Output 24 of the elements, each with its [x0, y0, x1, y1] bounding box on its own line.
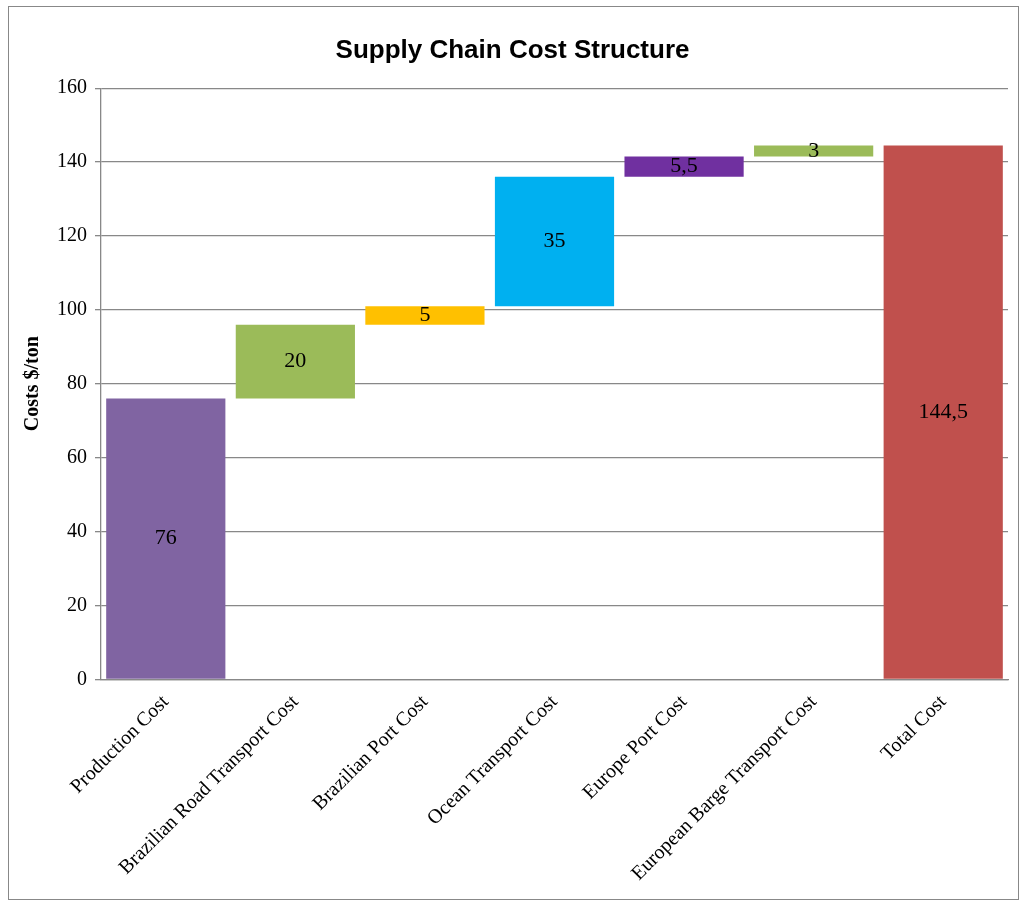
bar	[494, 176, 615, 307]
bar	[754, 145, 874, 157]
data-label: 76	[154, 524, 177, 550]
data-label: 144,5	[918, 397, 968, 423]
y-tick-label: 100	[57, 297, 87, 320]
data-label: 35	[543, 227, 566, 253]
y-tick-label: 80	[67, 371, 87, 393]
y-tick-label: 60	[67, 444, 87, 467]
y-tick-label: 140	[57, 149, 87, 172]
data-label: 5	[419, 301, 431, 327]
bar	[106, 398, 226, 679]
data-label: 20	[284, 347, 307, 373]
y-tick-label: 40	[67, 518, 87, 541]
y-tick-label: 120	[57, 223, 87, 246]
bar	[624, 156, 744, 177]
y-tick-label: 160	[57, 75, 87, 98]
chart-title: Supply Chain Cost Structure	[335, 33, 690, 64]
y-tick-label: 0	[77, 666, 87, 689]
bar	[235, 324, 355, 399]
y-axis-title: Costs $/ton	[20, 336, 43, 432]
y-tick-label: 20	[67, 592, 87, 615]
bar	[365, 306, 485, 325]
bar	[883, 145, 1003, 679]
data-label: 5,5	[670, 152, 698, 178]
